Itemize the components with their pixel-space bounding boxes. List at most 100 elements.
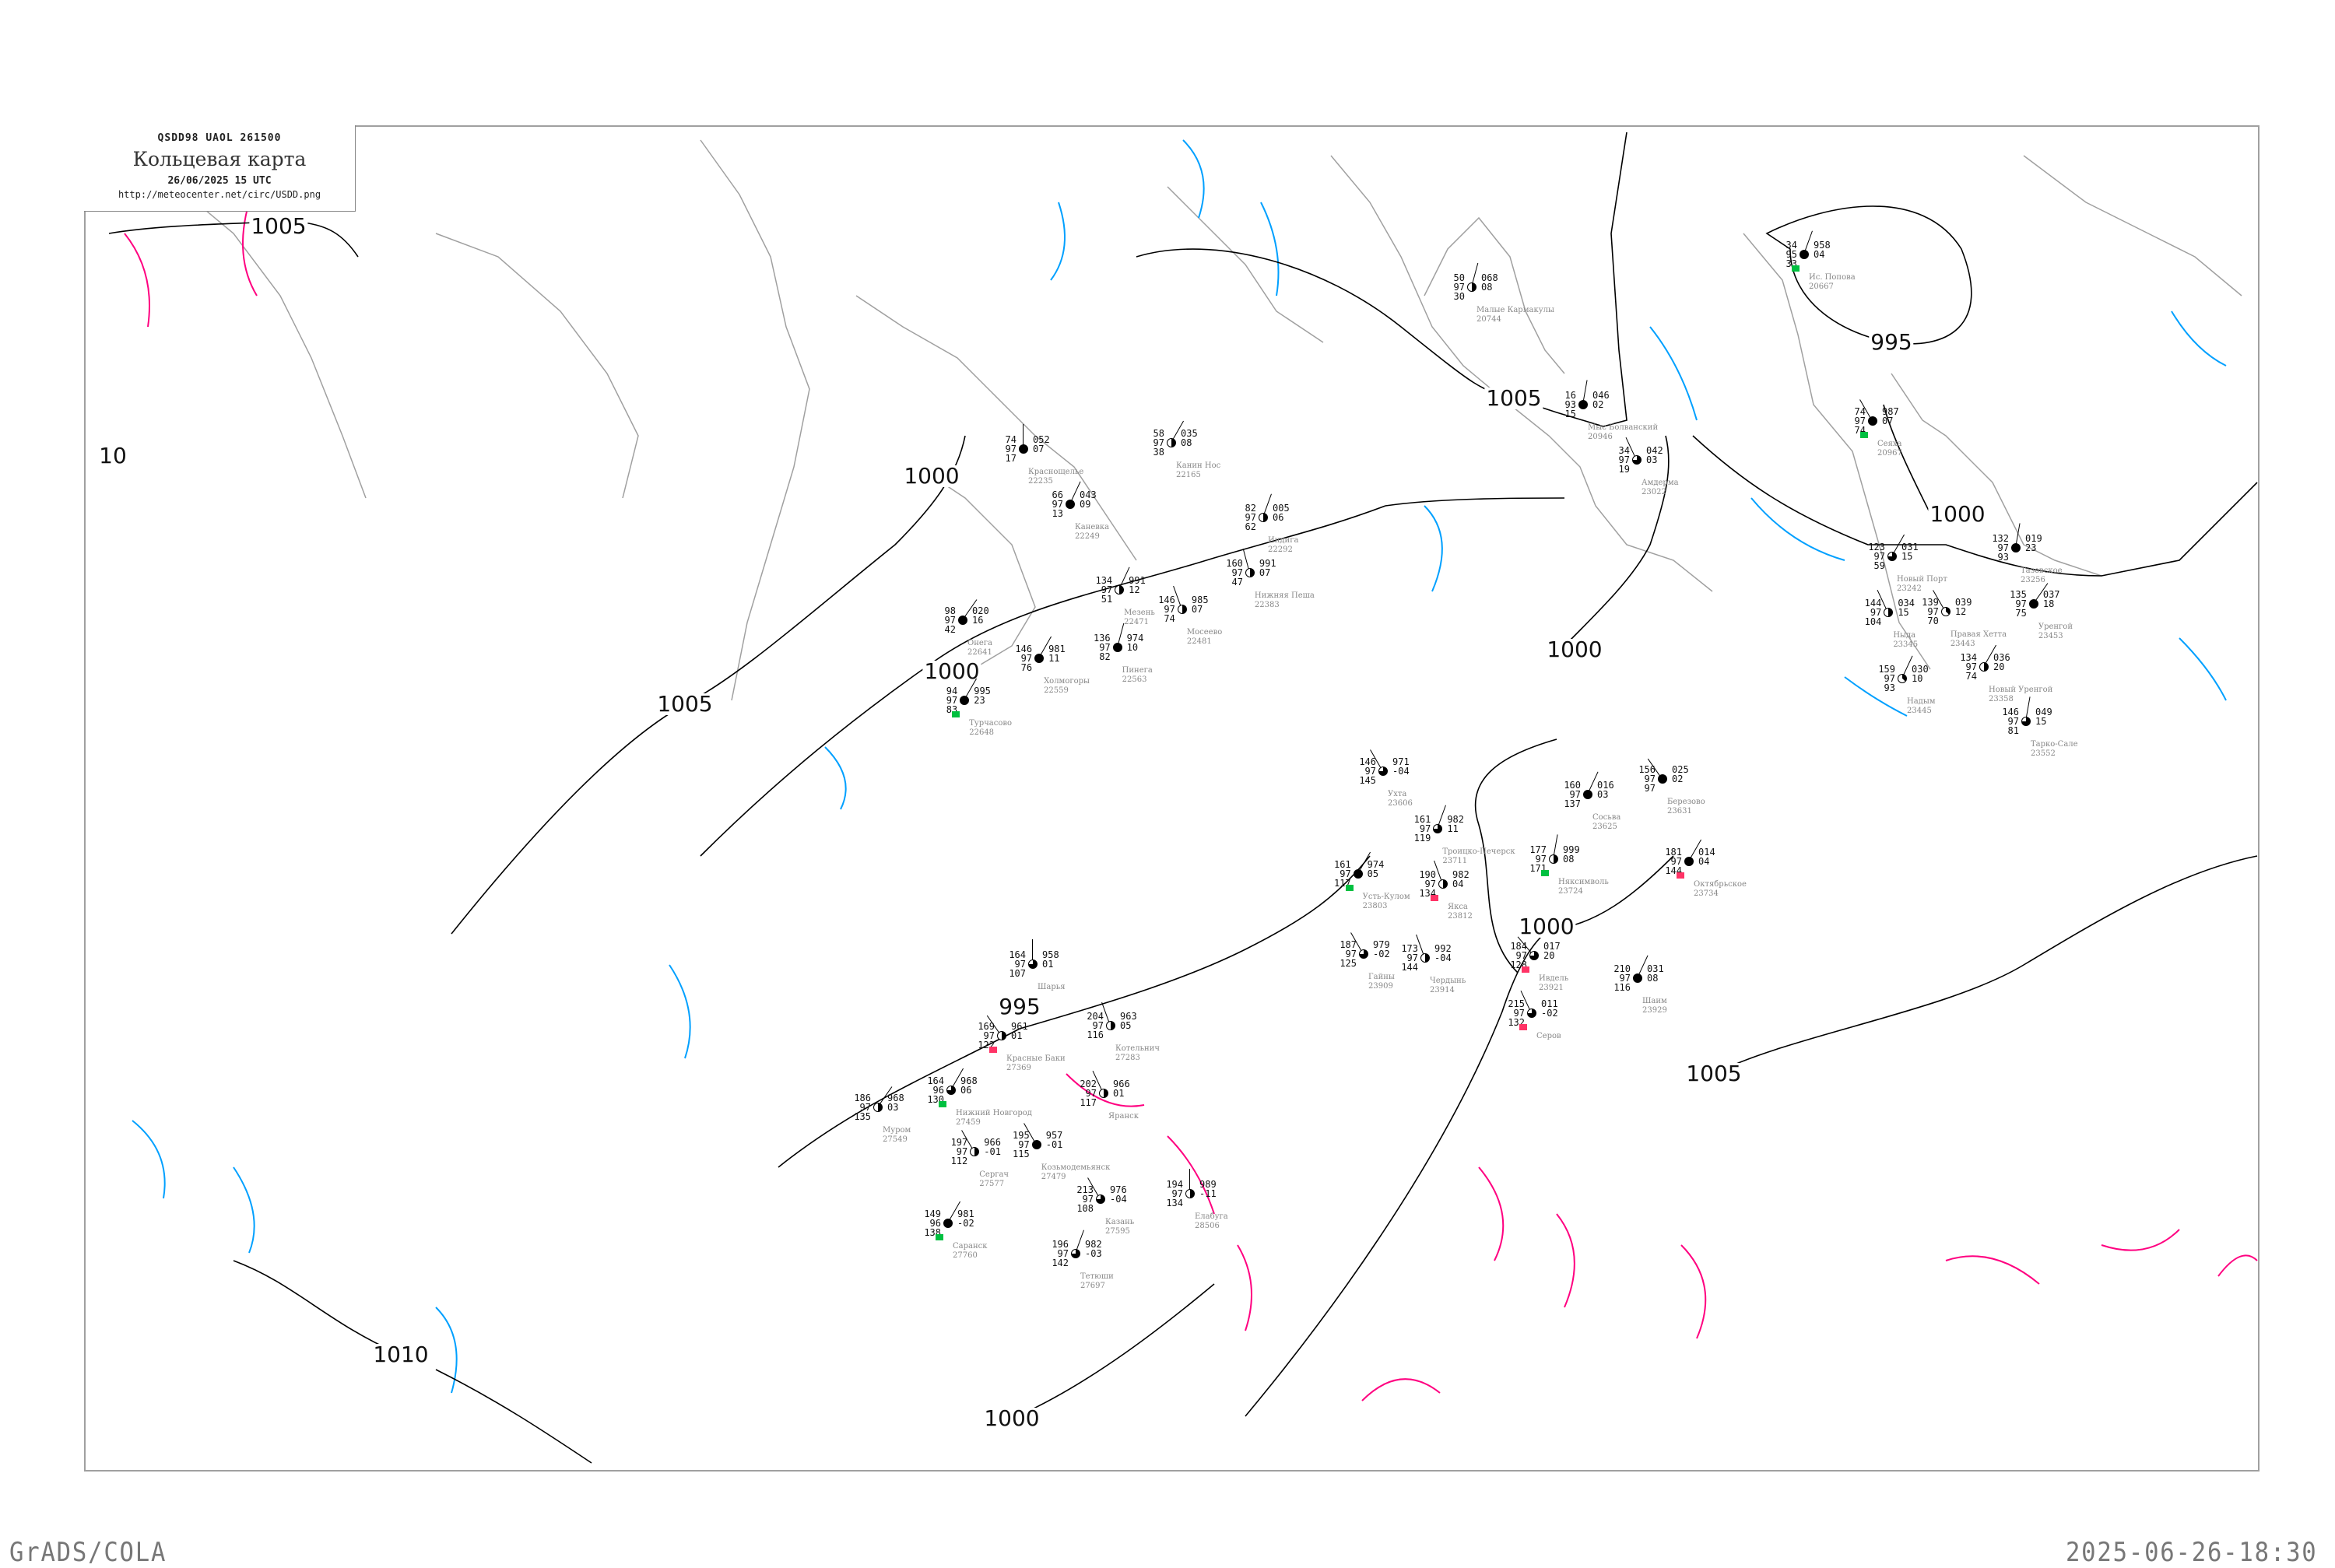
dewpoint: 17 xyxy=(1005,452,1017,464)
station-id: 23909 xyxy=(1368,982,1393,991)
pressure: 046 xyxy=(1592,390,1610,401)
station-id: 23345 xyxy=(1893,640,1919,649)
station-label: Канин Нос 22165 xyxy=(1176,461,1220,480)
pressure: 049 xyxy=(2035,707,2052,718)
temperature: 181 xyxy=(1665,847,1682,858)
pressure: 999 xyxy=(1563,844,1580,855)
station-id: 22165 xyxy=(1176,471,1201,479)
station-name: Шарья xyxy=(1038,983,1066,992)
station-name: Троицко-Печерск xyxy=(1442,847,1515,856)
pressure-tendency: 07 xyxy=(1033,443,1045,454)
cloud-cover-icon xyxy=(1071,1249,1080,1259)
visibility: 97 xyxy=(1619,973,1631,984)
temperature: 177 xyxy=(1529,844,1547,855)
pressure: 019 xyxy=(2025,533,2042,544)
dewpoint: 145 xyxy=(1359,775,1376,786)
station-id: 23256 xyxy=(2021,576,2045,584)
pressure-tendency: 15 xyxy=(1898,607,1909,618)
temperature: 164 xyxy=(927,1075,944,1086)
station-id: 27577 xyxy=(979,1180,1005,1189)
station-id: 23445 xyxy=(1907,706,1932,715)
station-id: 23812 xyxy=(1448,911,1473,921)
dewpoint: 47 xyxy=(1231,577,1243,588)
pressure: 005 xyxy=(1273,503,1290,514)
station-id: 23631 xyxy=(1667,807,1692,816)
station-id: 23734 xyxy=(1694,889,1719,898)
precipitation-marker xyxy=(1541,870,1549,876)
station-name: Холмогоры xyxy=(1044,677,1090,686)
station-id: 28506 xyxy=(1195,1222,1220,1230)
station-id: 23606 xyxy=(1388,799,1413,808)
temperature: 210 xyxy=(1613,963,1631,974)
pressure-tendency: 01 xyxy=(1042,959,1054,970)
temperature: 94 xyxy=(946,685,958,696)
station-label: Правая Хетта 23443 xyxy=(1951,630,2007,649)
precipitation-marker xyxy=(1519,1024,1527,1030)
cloud-cover-icon xyxy=(1633,973,1642,983)
station-name: Сосьва xyxy=(1592,813,1621,822)
visibility: 97 xyxy=(859,1102,871,1113)
temperature: 16 xyxy=(1564,390,1576,401)
cloud-cover-icon xyxy=(1420,953,1430,963)
station-name: Индига xyxy=(1268,536,1299,545)
dewpoint: 93 xyxy=(1884,682,1895,693)
station-id: 23803 xyxy=(1362,902,1388,910)
pressure-tendency: 03 xyxy=(1597,789,1609,800)
visibility: 97 xyxy=(2007,716,2019,728)
pressure-tendency: 06 xyxy=(1273,512,1284,523)
station-name: Тетюши xyxy=(1080,1272,1114,1282)
temperature: 134 xyxy=(1095,575,1113,586)
visibility: 97 xyxy=(1927,605,1939,617)
cloud-cover-icon xyxy=(1112,643,1122,652)
pressure-tendency: 03 xyxy=(1646,454,1658,465)
station-label: Мосеево 22481 xyxy=(1187,628,1222,647)
dewpoint: 144 xyxy=(1401,962,1418,973)
station-id: 23921 xyxy=(1539,983,1564,992)
visibility: 97 xyxy=(1884,672,1895,684)
visibility: 97 xyxy=(1099,642,1111,653)
cloud-cover-icon xyxy=(1632,455,1642,465)
cloud-cover-icon xyxy=(1868,416,1877,426)
map-frame xyxy=(84,125,2260,1472)
station-label: Онега 22641 xyxy=(967,639,992,658)
station-label: Уренгой 23453 xyxy=(2038,623,2073,641)
station-name: Казань xyxy=(1105,1218,1135,1227)
isotherms-warm xyxy=(124,202,2258,1401)
pressure-tendency: 03 xyxy=(887,1102,899,1113)
temperature: 156 xyxy=(1638,764,1656,775)
station-name: Березово xyxy=(1667,798,1705,806)
pressure: 017 xyxy=(1543,940,1561,952)
station-label: Елабуга 28506 xyxy=(1195,1212,1228,1231)
pressure: 991 xyxy=(1259,558,1276,569)
cloud-cover-icon xyxy=(1028,959,1038,970)
station-id: 22292 xyxy=(1268,545,1293,554)
station-id: 22481 xyxy=(1186,637,1212,646)
cloud-cover-icon xyxy=(1167,438,1176,447)
pressure: 036 xyxy=(1993,651,2010,663)
visibility: 97 xyxy=(956,1146,968,1158)
station-label: Тарко-Сале 23552 xyxy=(2031,740,2078,759)
pressure-tendency: -02 xyxy=(1373,949,1390,959)
dewpoint: 38 xyxy=(1153,447,1164,458)
station-id: 23358 xyxy=(1989,694,2014,703)
pressure: 985 xyxy=(1191,595,1209,605)
station-label: Усть-Кулом 23803 xyxy=(1363,893,1410,911)
cloud-cover-icon xyxy=(960,695,970,705)
temperature: 82 xyxy=(1245,503,1256,514)
pressure: 039 xyxy=(1954,596,1972,608)
cloud-cover-icon xyxy=(2011,543,2021,552)
pressure: 963 xyxy=(1120,1011,1137,1022)
cloud-cover-icon xyxy=(873,1103,883,1112)
station-label: Новый Порт 23242 xyxy=(1897,575,1947,594)
visibility: 97 xyxy=(1245,512,1256,523)
precipitation-marker xyxy=(1677,872,1684,879)
precipitation-marker xyxy=(1860,432,1868,438)
station-label: Каневка 22249 xyxy=(1075,523,1109,542)
station-label: Красные Баки 27369 xyxy=(1006,1054,1066,1073)
isobar-label: 10 xyxy=(97,443,128,468)
station-id: 20967 xyxy=(1877,449,1902,458)
pressure-tendency: 02 xyxy=(1672,773,1684,784)
pressure-tendency: 11 xyxy=(1447,823,1459,834)
station-label: Березово 23631 xyxy=(1667,798,1705,816)
station-label: Казань 27595 xyxy=(1105,1218,1134,1237)
